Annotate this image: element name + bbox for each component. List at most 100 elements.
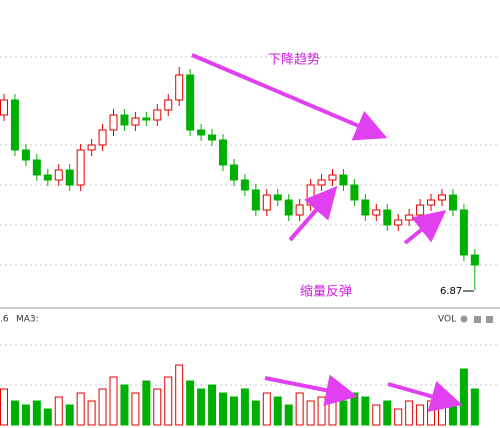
candle-body bbox=[186, 74, 195, 131]
volume-bar bbox=[109, 376, 118, 426]
candle-body bbox=[361, 199, 370, 216]
volume-bar bbox=[262, 392, 271, 426]
volume-arrow bbox=[264, 374, 358, 406]
candle-body bbox=[394, 219, 403, 226]
volume-label: .6 bbox=[0, 315, 9, 325]
candle-body bbox=[372, 209, 381, 216]
candle-body bbox=[317, 179, 326, 186]
volume-bar bbox=[197, 388, 206, 426]
candle-body bbox=[262, 194, 271, 211]
volume-bar bbox=[175, 364, 184, 426]
volume-bar bbox=[405, 400, 414, 426]
volume-label: MA3: bbox=[16, 315, 39, 325]
volume-bar bbox=[219, 392, 227, 426]
candle-body bbox=[328, 174, 337, 181]
volume-bar bbox=[186, 380, 195, 426]
candle-body bbox=[448, 194, 457, 211]
volume-bar bbox=[208, 384, 217, 426]
candle-body bbox=[87, 144, 96, 151]
candle-body bbox=[0, 99, 8, 116]
marks bbox=[0, 67, 479, 426]
trend-arrow bbox=[191, 53, 388, 141]
volume-bar bbox=[65, 404, 74, 426]
rebound-arrow bbox=[288, 185, 338, 242]
annotation: 下降趋势 bbox=[268, 52, 320, 68]
candle-body bbox=[21, 149, 30, 161]
icon[interactable] bbox=[460, 315, 468, 323]
volume-arrow bbox=[387, 381, 463, 412]
candle-body bbox=[427, 199, 436, 206]
volume-bar bbox=[131, 392, 140, 426]
volume-bar bbox=[0, 388, 8, 426]
candle-body bbox=[438, 194, 446, 201]
candle-body bbox=[43, 174, 52, 181]
volume-bar bbox=[317, 396, 326, 426]
candle-body bbox=[76, 149, 85, 186]
volume-bar bbox=[54, 396, 63, 426]
candle-body bbox=[54, 169, 63, 181]
candle-body bbox=[109, 114, 118, 131]
candle-body bbox=[131, 117, 140, 126]
volume-bar bbox=[32, 400, 41, 426]
candle-body bbox=[197, 129, 206, 136]
volume-bar bbox=[284, 404, 293, 426]
volume-bar bbox=[164, 376, 173, 426]
volume-bar bbox=[120, 384, 129, 426]
volume-bar bbox=[10, 400, 19, 426]
volume-bar bbox=[251, 400, 260, 426]
volume-bar bbox=[383, 400, 392, 426]
volume-bar bbox=[394, 408, 403, 426]
volume-bar bbox=[43, 408, 52, 426]
volume-bar bbox=[339, 400, 348, 426]
candle-body bbox=[295, 204, 304, 216]
icon[interactable] bbox=[486, 316, 493, 323]
volume-bar bbox=[361, 396, 370, 426]
volume-bar bbox=[295, 392, 304, 426]
volume-bar bbox=[306, 400, 315, 426]
candle-body bbox=[273, 194, 282, 201]
annotation: 缩量反弹 bbox=[300, 284, 352, 300]
toolbar-icons bbox=[460, 315, 493, 323]
candle-body bbox=[164, 99, 173, 111]
volume-bar bbox=[372, 404, 381, 426]
candle-body bbox=[470, 254, 479, 266]
candle-body bbox=[208, 134, 217, 141]
candle-body bbox=[405, 214, 414, 221]
icon[interactable] bbox=[474, 316, 481, 323]
price-label: 6.87 bbox=[440, 286, 462, 297]
volume-bar bbox=[416, 404, 425, 426]
volume-bar bbox=[87, 400, 96, 426]
volume-bar bbox=[98, 388, 107, 426]
candle-body bbox=[153, 109, 162, 121]
rebound-arrow bbox=[403, 210, 447, 245]
volume-bar bbox=[470, 388, 479, 426]
candle-body bbox=[65, 169, 74, 186]
volume-bar bbox=[448, 400, 457, 426]
candle-body bbox=[10, 99, 19, 151]
candle-body bbox=[240, 179, 249, 191]
candle-body bbox=[229, 164, 238, 181]
candle-body bbox=[120, 114, 129, 126]
volume-bar bbox=[427, 400, 436, 426]
volume-bar bbox=[328, 392, 337, 426]
candle-body bbox=[142, 117, 151, 121]
volume-bar bbox=[459, 368, 468, 426]
candle-body bbox=[383, 209, 392, 226]
candle-body bbox=[416, 204, 425, 216]
grid bbox=[0, 56, 500, 386]
candle-body bbox=[98, 129, 107, 146]
candle-body bbox=[284, 199, 293, 216]
volume-bar bbox=[142, 380, 151, 426]
candle-body bbox=[175, 74, 184, 101]
volume-bar bbox=[229, 396, 238, 426]
volume-bar bbox=[350, 392, 359, 426]
volume-bar bbox=[76, 392, 85, 426]
candle-body bbox=[251, 189, 260, 211]
candle-body bbox=[219, 139, 227, 166]
volume-label: VOL bbox=[438, 315, 456, 325]
candle-body bbox=[339, 174, 348, 186]
candle-body bbox=[32, 159, 41, 176]
volume-bar bbox=[21, 404, 30, 426]
volume-bar bbox=[153, 388, 162, 426]
